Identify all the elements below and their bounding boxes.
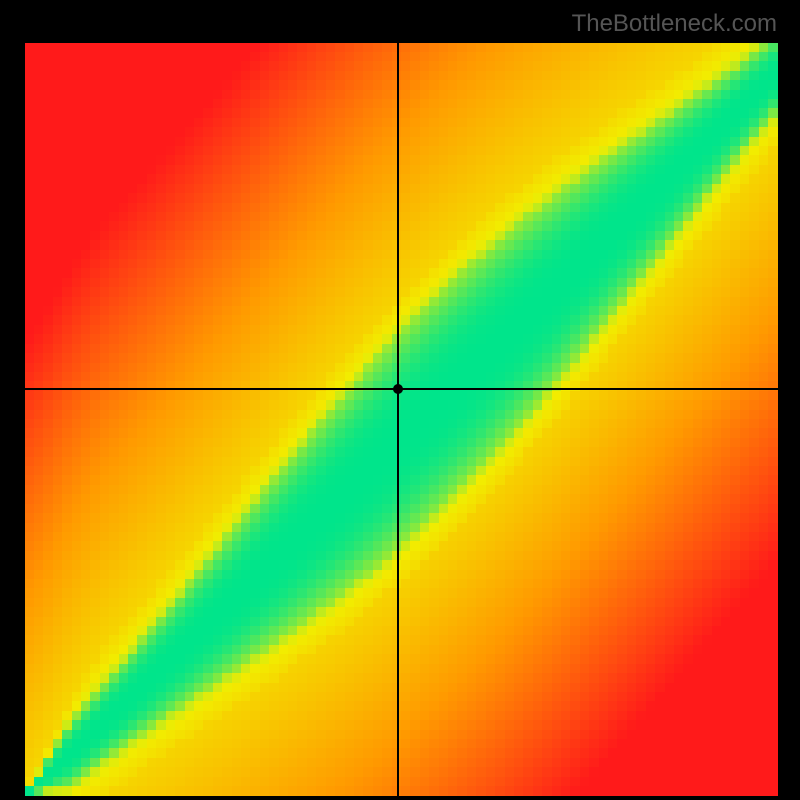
heatmap-canvas	[25, 43, 778, 796]
crosshair-vertical	[397, 43, 399, 796]
heatmap-plot-area	[25, 43, 778, 796]
watermark-label: TheBottleneck.com	[572, 10, 777, 38]
